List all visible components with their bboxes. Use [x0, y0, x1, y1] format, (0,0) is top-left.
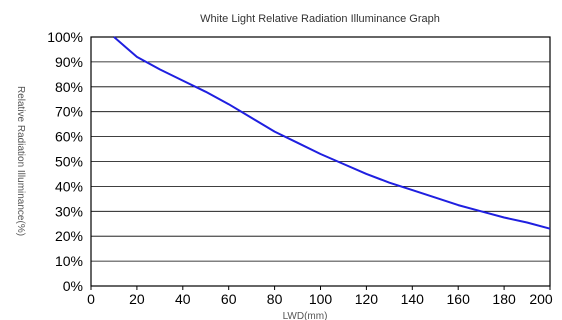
x-axis-ticks: 0 20 40 60 80 100 120 140 160 180 200	[87, 286, 553, 307]
chart-title: White Light Relative Radiation Illuminan…	[200, 13, 440, 25]
y-axis-ticks: 0% 10% 20% 30% 40% 50% 60% 70% 80% 90% 100%	[47, 29, 83, 294]
x-tick-label-160: 160	[447, 291, 471, 307]
x-tick-label-100: 100	[309, 291, 333, 307]
y-tick-label-50: 50%	[55, 154, 83, 170]
x-tick-label-180: 180	[492, 291, 516, 307]
x-tick-label-120: 120	[355, 291, 379, 307]
y-tick-label-60: 60%	[55, 129, 83, 145]
y-tick-label-40: 40%	[55, 178, 83, 194]
y-axis-label: Relative Radiation Illuminance(%)	[15, 86, 26, 236]
y-tick-label-0: 0%	[63, 278, 83, 294]
y-tick-label-20: 20%	[55, 228, 83, 244]
series-line	[113, 36, 551, 230]
y-tick-label-70: 70%	[55, 104, 83, 120]
y-tick-label-80: 80%	[55, 79, 83, 95]
y-tick-label-30: 30%	[55, 203, 83, 219]
x-tick-label-140: 140	[401, 291, 425, 307]
x-tick-label-60: 60	[221, 291, 237, 307]
grid-lines	[91, 61, 550, 262]
y-tick-label-10: 10%	[55, 253, 83, 269]
x-tick-label-40: 40	[175, 291, 191, 307]
x-axis-label: LWD(mm)	[283, 311, 328, 320]
y-tick-label-90: 90%	[55, 54, 83, 70]
x-tick-label-0: 0	[87, 291, 95, 307]
x-tick-label-20: 20	[129, 291, 145, 307]
x-tick-label-80: 80	[267, 291, 283, 307]
y-tick-label-100: 100%	[47, 29, 83, 45]
x-tick-label-200: 200	[529, 291, 553, 307]
